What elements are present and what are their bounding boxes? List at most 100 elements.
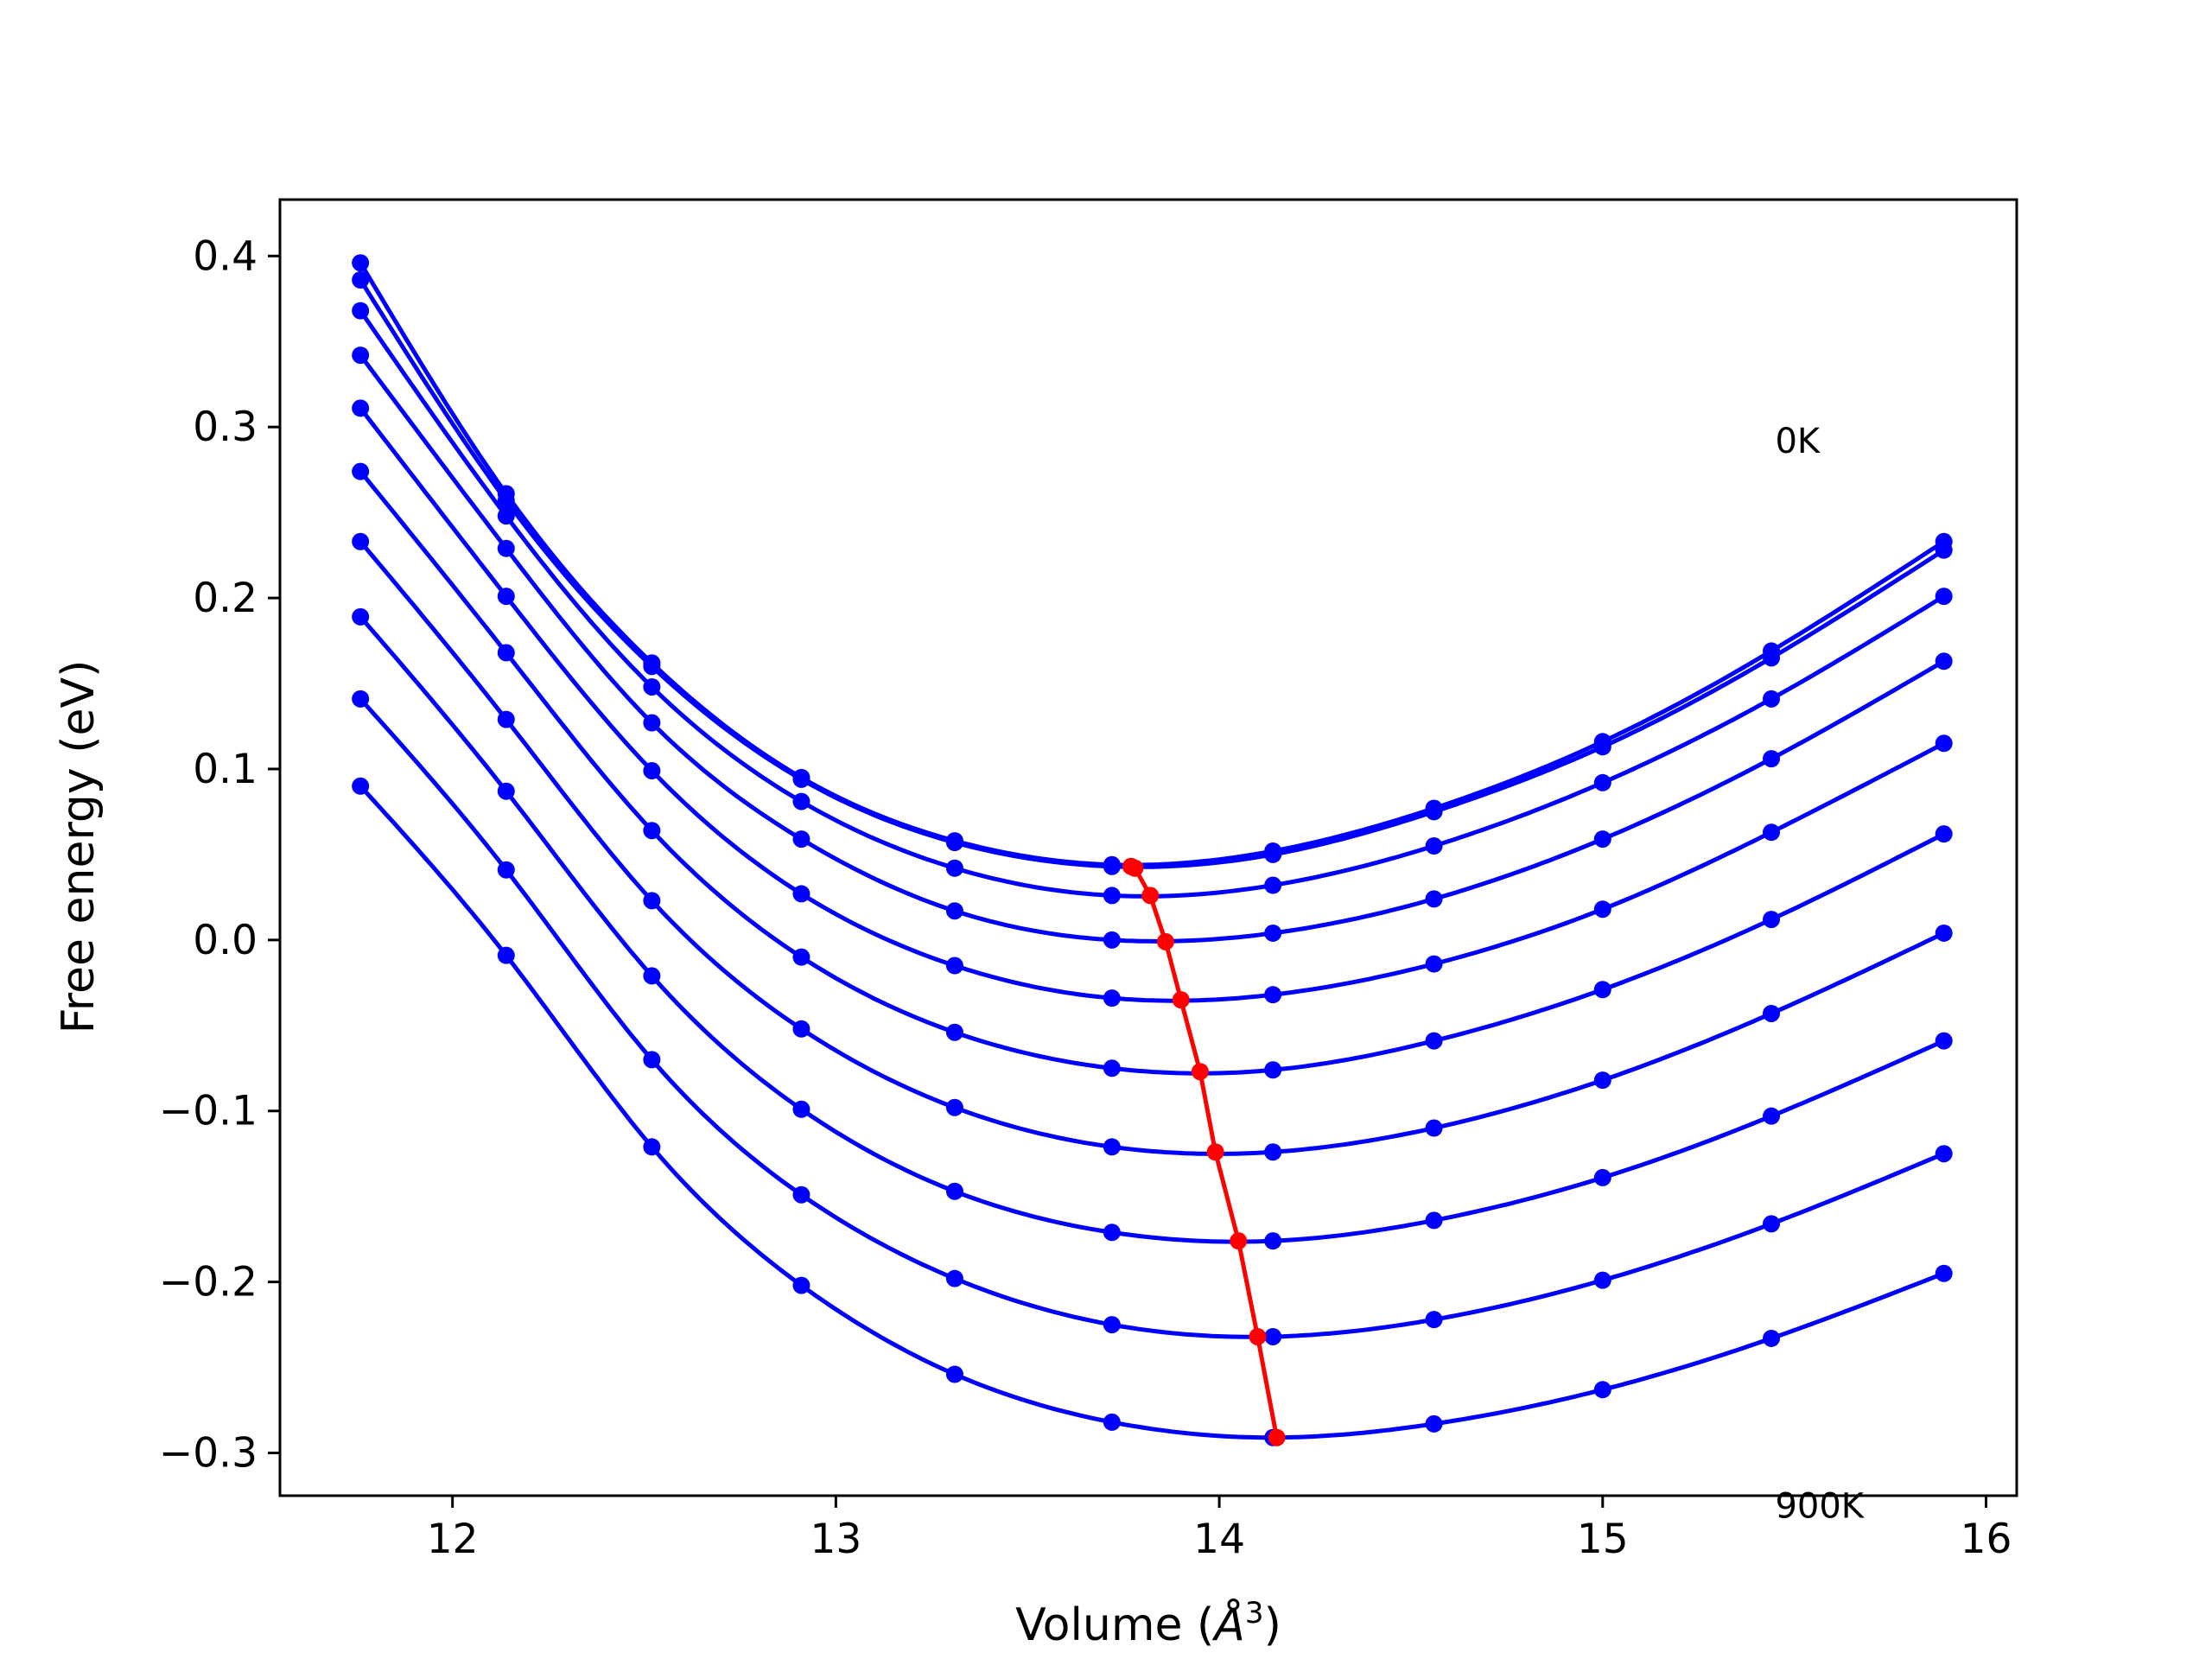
x-axis-label: Volume (Å3)	[1015, 1596, 1281, 1651]
data-point	[1763, 1004, 1781, 1022]
data-point	[945, 1023, 963, 1041]
y-tick-label: 0.3	[193, 404, 257, 451]
y-axis-ticks: 0.4 0.3 0.2 0.1 0.0 −0.1 −0.2 −0.3	[159, 232, 280, 1478]
data-point	[643, 761, 661, 779]
data-point	[945, 1098, 963, 1116]
data-point	[643, 1051, 661, 1069]
y-tick-label: −0.3	[159, 1430, 257, 1478]
y-tick-label: 0.0	[193, 917, 257, 964]
minimum-point	[1249, 1327, 1267, 1345]
data-point	[945, 1269, 963, 1287]
data-point	[1103, 1224, 1121, 1242]
data-point	[352, 690, 370, 708]
series-curve-5	[359, 470, 1945, 1076]
data-point	[497, 644, 515, 662]
data-point	[945, 957, 963, 975]
data-point	[352, 399, 370, 417]
data-point	[792, 948, 810, 966]
data-point	[945, 1365, 963, 1383]
data-point	[643, 714, 661, 732]
data-point	[1763, 911, 1781, 929]
series-curves	[359, 261, 1946, 1440]
data-point	[1425, 1414, 1443, 1433]
data-point	[1763, 1215, 1781, 1233]
data-point	[1264, 876, 1282, 894]
data-point	[1763, 1329, 1781, 1347]
minimum-point	[1172, 991, 1190, 1009]
series-curve-7	[359, 615, 1945, 1244]
data-point	[792, 770, 810, 788]
data-point	[352, 302, 370, 320]
data-point	[1935, 588, 1953, 606]
series-points	[352, 254, 1953, 1446]
series-curve-0	[359, 261, 1946, 868]
data-point	[497, 782, 515, 800]
minimum-point	[1156, 932, 1174, 950]
data-point	[497, 492, 515, 510]
data-point	[792, 885, 810, 903]
data-point	[1264, 1061, 1282, 1079]
data-point	[792, 1020, 810, 1038]
data-point	[497, 588, 515, 606]
data-point	[643, 658, 661, 676]
minimum-point	[1230, 1232, 1248, 1250]
data-point	[1103, 1413, 1121, 1431]
data-point	[1593, 981, 1611, 999]
series-curve-9	[359, 785, 1945, 1440]
data-point	[1593, 738, 1611, 756]
data-point	[352, 254, 370, 272]
temperature-annotation-1: 900K	[1775, 1487, 1865, 1527]
x-axis-ticks: 12 13 14 15 16	[427, 1496, 2012, 1563]
data-point	[1935, 541, 1953, 559]
x-tick-label: 15	[1577, 1516, 1629, 1563]
data-point	[643, 1138, 661, 1156]
data-point	[945, 1182, 963, 1200]
data-point	[1264, 1143, 1282, 1161]
data-point	[1103, 887, 1121, 905]
x-tick-label: 16	[1961, 1516, 2012, 1563]
data-point	[497, 946, 515, 964]
data-point	[945, 834, 963, 852]
data-point	[1935, 825, 1953, 843]
data-point	[1425, 1032, 1443, 1050]
data-point	[1425, 803, 1443, 821]
plot-frame	[278, 198, 2018, 1497]
x-tick-label: 14	[1193, 1516, 1245, 1563]
data-point	[643, 967, 661, 985]
data-point	[643, 822, 661, 840]
data-point	[1425, 890, 1443, 908]
series-curve-4	[359, 406, 1945, 1003]
data-point	[1593, 830, 1611, 849]
minimum-point	[1191, 1063, 1209, 1081]
series-curve-1	[359, 278, 1946, 869]
y-tick-label: −0.2	[159, 1259, 257, 1306]
data-point	[1935, 1145, 1953, 1163]
data-point	[643, 892, 661, 910]
data-point	[352, 346, 370, 365]
data-point	[497, 710, 515, 728]
data-point	[1763, 750, 1781, 768]
data-point	[945, 859, 963, 877]
data-point	[1103, 1138, 1121, 1156]
data-point	[1103, 989, 1121, 1007]
data-point	[1425, 1119, 1443, 1137]
annotations: 0K 900K	[1775, 422, 1865, 1527]
series-curve-2	[359, 309, 1946, 899]
minimum-line	[1130, 864, 1280, 1439]
data-point	[1264, 1327, 1282, 1345]
data-point	[1935, 924, 1953, 942]
data-point	[1763, 823, 1781, 842]
temperature-annotation-0: 0K	[1775, 422, 1821, 461]
y-axis-label: Free energy (eV)	[53, 660, 105, 1034]
data-point	[1103, 931, 1121, 949]
minimum-energy-line	[1122, 857, 1286, 1446]
data-point	[1425, 955, 1443, 973]
data-point	[1425, 1211, 1443, 1230]
data-point	[1103, 1316, 1121, 1334]
data-point	[497, 861, 515, 879]
data-point	[1103, 857, 1121, 875]
data-point	[1264, 1232, 1282, 1250]
data-point	[1763, 1107, 1781, 1125]
series-curve-8	[359, 697, 1945, 1339]
